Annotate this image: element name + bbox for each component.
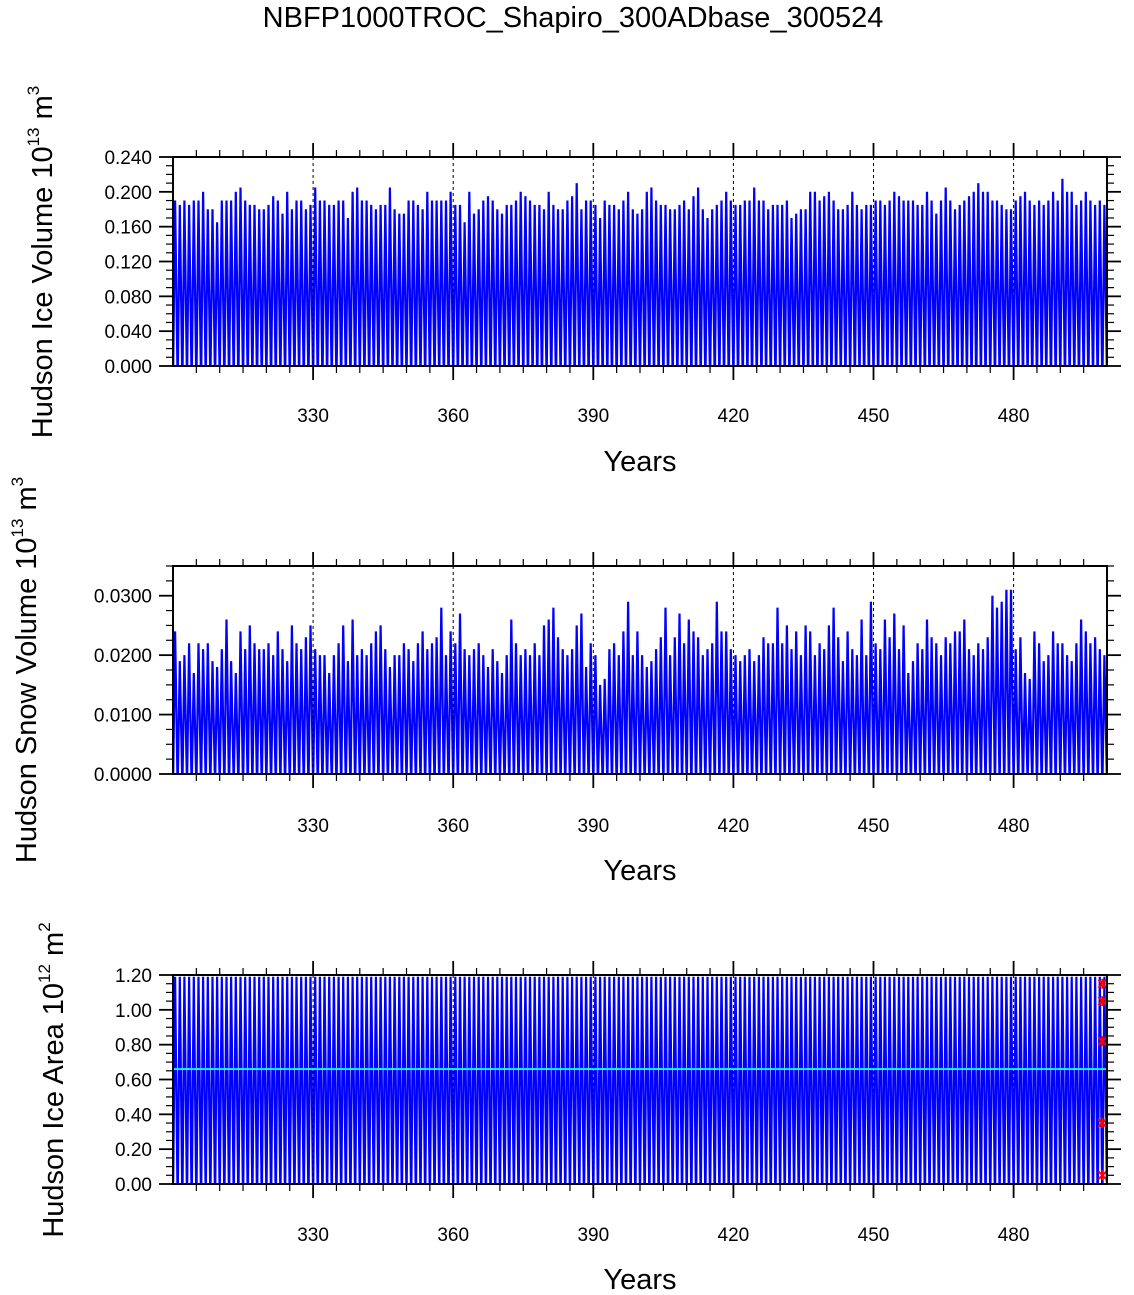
- x-tick-label: 450: [858, 406, 890, 427]
- x-axis-title: Years: [603, 855, 676, 887]
- x-tick-label: 480: [998, 1225, 1030, 1246]
- marker-point-3: [1097, 1036, 1108, 1047]
- x-tick-label: 390: [577, 816, 609, 837]
- x-tick-label: 420: [718, 816, 750, 837]
- x-tick-label: 330: [297, 406, 329, 427]
- x-tick-label: 330: [297, 1225, 329, 1246]
- y-tick-label: 0.0100: [94, 706, 152, 727]
- y-tick-label: 0.000: [104, 357, 152, 378]
- y-tick-label: 0.040: [104, 322, 152, 343]
- y-axis-title: Hudson Ice Area 1012 m2: [35, 922, 70, 1237]
- x-tick-label: 480: [998, 406, 1030, 427]
- plot-area-3: [173, 976, 1107, 1184]
- x-tick-label: 360: [437, 1225, 469, 1246]
- x-axis-title: Years: [603, 446, 676, 478]
- series-line-3-1: [173, 976, 1107, 1184]
- x-tick-label: 360: [437, 816, 469, 837]
- x-tick-label: 450: [858, 1225, 890, 1246]
- plot-area-1: [173, 178, 1107, 366]
- y-tick-label: 0.00: [115, 1175, 152, 1196]
- y-tick-label: 0.0300: [94, 587, 152, 608]
- y-tick-label: 1.00: [115, 1001, 152, 1022]
- x-tick-label: 390: [577, 1225, 609, 1246]
- y-axis-title: Hudson Snow Volume 1013 m3: [8, 477, 43, 863]
- y-tick-label: 0.60: [115, 1071, 152, 1092]
- y-tick-label: 0.0000: [94, 765, 152, 786]
- y-axis-title: Hudson Ice Volume 1013 m3: [24, 86, 59, 438]
- x-tick-label: 330: [297, 816, 329, 837]
- x-tick-label: 450: [858, 816, 890, 837]
- page-title: NBFP1000TROC_Shapiro_300ADbase_300524: [262, 2, 884, 34]
- y-tick-label: 0.200: [104, 183, 152, 204]
- marker-point-4: [1097, 1118, 1108, 1129]
- plot-area-2: [173, 589, 1107, 774]
- x-axis-title: Years: [603, 1264, 676, 1295]
- y-tick-label: 0.120: [104, 253, 152, 274]
- y-tick-label: 0.160: [104, 218, 152, 239]
- x-tick-label: 480: [998, 816, 1030, 837]
- y-tick-label: 0.240: [104, 148, 152, 169]
- marker-point-5: [1097, 1170, 1108, 1181]
- x-tick-label: 390: [577, 406, 609, 427]
- marker-point-2: [1097, 996, 1108, 1007]
- x-tick-label: 420: [718, 1225, 750, 1246]
- y-tick-label: 0.80: [115, 1036, 152, 1057]
- series-line-1-1: [173, 178, 1107, 366]
- y-tick-label: 0.20: [115, 1140, 152, 1161]
- x-tick-label: 360: [437, 406, 469, 427]
- chart-panel-2: 330 360 390 420 450 480 0.0000 0.0100 0.0200 0.03…: [8, 477, 1121, 887]
- chart-panel-1: 330 360 390 420 450 480 0.000 0.040 0.080 0.120 0.…: [24, 86, 1121, 478]
- y-tick-label: 1.20: [115, 966, 152, 987]
- y-tick-label: 0.40: [115, 1105, 152, 1126]
- marker-point-1: [1097, 978, 1108, 989]
- y-tick-label: 0.0200: [94, 646, 152, 667]
- chart-panel-3: 330 360 390 420 450 480 0.00 0.20 0.40 0.60 0.80 1.…: [35, 922, 1121, 1295]
- y-tick-label: 0.080: [104, 287, 152, 308]
- series-line-2-1: [173, 589, 1107, 774]
- x-tick-label: 420: [718, 406, 750, 427]
